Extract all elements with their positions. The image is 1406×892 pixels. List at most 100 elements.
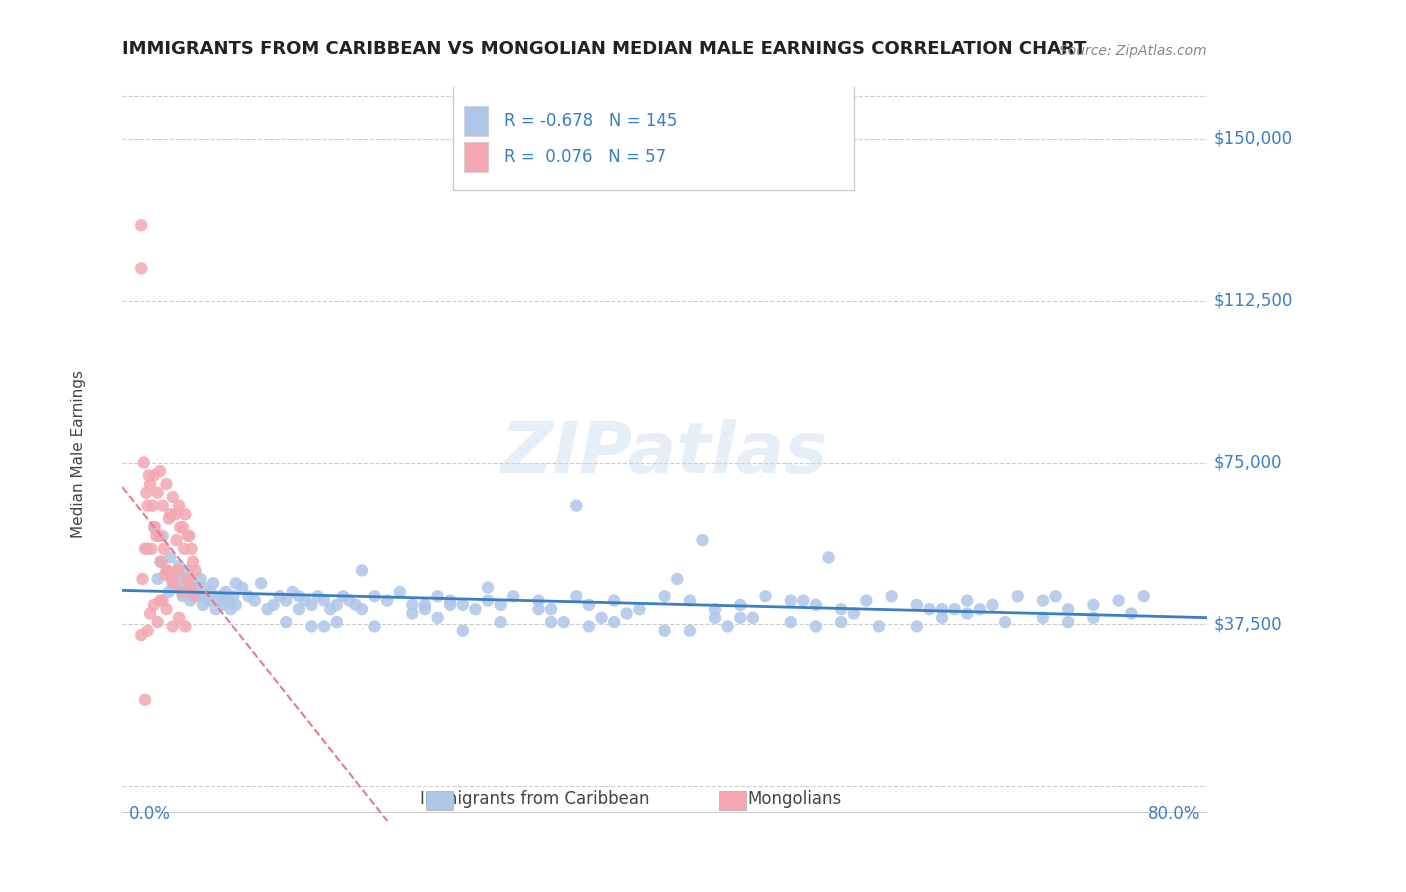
- Point: [132, 456, 155, 470]
- Point: [250, 576, 273, 591]
- Point: [181, 555, 204, 569]
- Point: [477, 581, 499, 595]
- Point: [177, 563, 200, 577]
- Point: [169, 581, 191, 595]
- Point: [1083, 611, 1105, 625]
- Point: [666, 572, 689, 586]
- Point: [931, 611, 953, 625]
- Point: [169, 520, 191, 534]
- Point: [238, 589, 260, 603]
- Point: [401, 607, 423, 621]
- Point: [905, 619, 928, 633]
- Point: [363, 589, 385, 603]
- Point: [142, 598, 165, 612]
- Point: [159, 550, 181, 565]
- Point: [527, 602, 550, 616]
- Point: [477, 593, 499, 607]
- Point: [301, 598, 323, 612]
- Point: [136, 499, 159, 513]
- Point: [146, 485, 169, 500]
- Point: [156, 563, 179, 577]
- Point: [145, 529, 167, 543]
- Point: [439, 593, 461, 607]
- Point: [981, 598, 1004, 612]
- Point: [319, 602, 342, 616]
- Point: [184, 581, 207, 595]
- Point: [1133, 589, 1156, 603]
- Point: [146, 572, 169, 586]
- Point: [139, 607, 162, 621]
- Point: [943, 602, 966, 616]
- Point: [628, 602, 651, 616]
- Point: [451, 598, 474, 612]
- Point: [222, 589, 245, 603]
- Point: [1032, 593, 1054, 607]
- Point: [217, 593, 239, 607]
- Point: [194, 589, 217, 603]
- Point: [174, 508, 197, 522]
- Point: [426, 589, 449, 603]
- Point: [243, 593, 266, 607]
- Point: [165, 508, 187, 522]
- Point: [314, 619, 336, 633]
- Point: [375, 593, 398, 607]
- Point: [276, 593, 298, 607]
- Point: [225, 598, 247, 612]
- Point: [288, 589, 311, 603]
- Bar: [464, 106, 488, 136]
- Point: [565, 499, 588, 513]
- Text: $112,500: $112,500: [1213, 292, 1292, 310]
- Point: [1045, 589, 1067, 603]
- Point: [129, 219, 152, 233]
- Point: [956, 593, 979, 607]
- Point: [1057, 602, 1080, 616]
- Point: [138, 468, 160, 483]
- Point: [197, 593, 219, 607]
- Point: [129, 261, 152, 276]
- Point: [143, 520, 166, 534]
- Point: [578, 619, 600, 633]
- Point: [337, 593, 360, 607]
- Point: [150, 555, 173, 569]
- Point: [190, 572, 212, 586]
- Bar: [718, 791, 747, 810]
- Point: [994, 615, 1017, 629]
- Point: [654, 589, 676, 603]
- Point: [152, 529, 174, 543]
- Point: [207, 593, 229, 607]
- Point: [231, 581, 253, 595]
- Point: [281, 585, 304, 599]
- Point: [350, 563, 373, 577]
- Point: [193, 581, 215, 595]
- Point: [191, 598, 214, 612]
- Point: [136, 541, 159, 556]
- Point: [155, 477, 177, 491]
- Point: [868, 619, 890, 633]
- Point: [167, 499, 190, 513]
- Point: [163, 576, 186, 591]
- Point: [153, 541, 176, 556]
- Point: [1007, 589, 1029, 603]
- Point: [413, 598, 436, 612]
- Point: [717, 619, 740, 633]
- Point: [172, 520, 194, 534]
- Point: [830, 602, 852, 616]
- Point: [314, 593, 336, 607]
- Point: [152, 499, 174, 513]
- Point: [170, 585, 193, 599]
- Point: [741, 611, 763, 625]
- Point: [162, 619, 184, 633]
- Point: [184, 563, 207, 577]
- Point: [162, 576, 184, 591]
- Point: [1108, 593, 1130, 607]
- Text: IMMIGRANTS FROM CARIBBEAN VS MONGOLIAN MEDIAN MALE EARNINGS CORRELATION CHART: IMMIGRANTS FROM CARIBBEAN VS MONGOLIAN M…: [122, 40, 1087, 58]
- Point: [1057, 615, 1080, 629]
- Point: [167, 559, 190, 574]
- Point: [157, 585, 180, 599]
- Point: [565, 589, 588, 603]
- Point: [157, 511, 180, 525]
- Point: [202, 576, 225, 591]
- Text: $75,000: $75,000: [1213, 453, 1282, 472]
- Point: [165, 567, 187, 582]
- Point: [139, 477, 162, 491]
